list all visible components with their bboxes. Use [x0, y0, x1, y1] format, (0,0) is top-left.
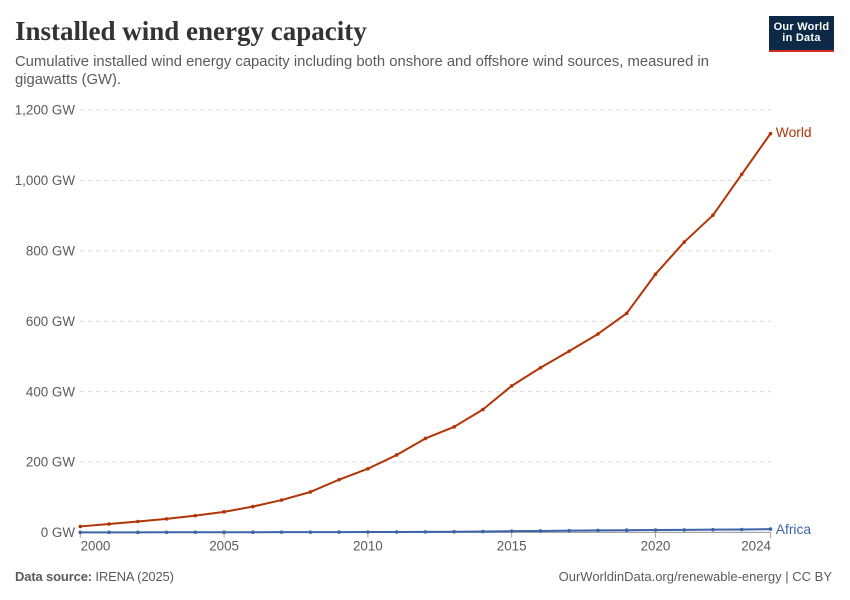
svg-text:Africa: Africa	[776, 522, 812, 537]
svg-text:200 GW: 200 GW	[26, 455, 75, 470]
svg-text:2024: 2024	[741, 539, 771, 554]
svg-text:800 GW: 800 GW	[26, 244, 75, 259]
svg-text:0 GW: 0 GW	[41, 525, 76, 540]
svg-text:2015: 2015	[497, 539, 527, 554]
svg-text:World: World	[776, 125, 812, 140]
svg-text:2005: 2005	[209, 539, 239, 554]
svg-text:2010: 2010	[353, 539, 383, 554]
svg-text:1,200 GW: 1,200 GW	[15, 103, 76, 118]
svg-text:600 GW: 600 GW	[26, 314, 75, 329]
svg-text:1,000 GW: 1,000 GW	[15, 173, 76, 188]
svg-text:2020: 2020	[641, 539, 671, 554]
svg-text:2000: 2000	[81, 539, 111, 554]
svg-text:400 GW: 400 GW	[26, 384, 75, 399]
